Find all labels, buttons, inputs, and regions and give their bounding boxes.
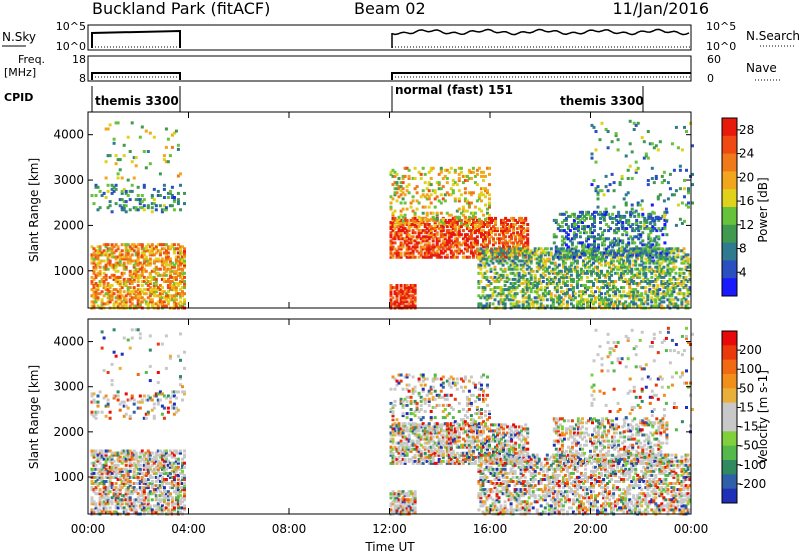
power-colorbar: 4 8 12 16 20 24 28 (721, 117, 754, 297)
nsky-label: N.Sky (2, 30, 36, 44)
colorbar-tick-label: 12 (739, 218, 754, 232)
colorbar-tick-label: -50 (739, 439, 759, 453)
colorbar-swatch (722, 474, 737, 490)
colorbar-tick-label: -15 (739, 420, 759, 434)
y-axis-ticks: 1000 2000 3000 4000 1000 2000 3000 4000 (53, 128, 691, 484)
velocity-data-cells (90, 326, 694, 516)
colorbar-swatch (722, 431, 737, 447)
colorbar-swatch (722, 207, 737, 226)
nave-label: Nave (746, 61, 777, 75)
power-data-cells (90, 119, 694, 310)
colorbar-tick-label: 24 (739, 147, 754, 161)
power-colorbar-label: Power [dB] (756, 177, 770, 242)
colorbar-swatch (722, 460, 737, 475)
freq-label-line1: Freq. (18, 53, 45, 66)
velocity-colorbar-label: Velocity [m s-1] (756, 370, 770, 464)
colorbar-swatch (722, 417, 737, 432)
colorbar-swatch (722, 345, 737, 361)
colorbar-swatch (722, 359, 737, 375)
x-tick-label: 00:00 (71, 522, 106, 536)
colorbar-tick-label: 200 (739, 343, 762, 357)
y-tick-label: 4000 (53, 128, 84, 142)
colorbar-frame (721, 117, 738, 297)
y-tick-label: 2000 (53, 425, 84, 439)
colorbar-swatch (722, 388, 737, 404)
nsky-tick-top: 10^5 (56, 20, 86, 33)
colorbar-tick-label: 100 (739, 362, 762, 376)
date-label: 11/Jan/2016 (612, 0, 709, 18)
plot-title: Buckland Park (fitACF) (92, 0, 270, 18)
x-tick-label: 08:00 (272, 522, 307, 536)
y-tick-label: 4000 (53, 335, 84, 349)
colorbar-swatch (722, 189, 737, 208)
colorbar-tick-label: 50 (739, 381, 754, 395)
colorbar-swatch (722, 445, 737, 461)
colorbar-swatch (722, 118, 737, 137)
velocity-colorbar: 200 100 50 15 -15 -50 -100 -200 (721, 330, 766, 504)
freq-trace-2 (391, 72, 691, 80)
nave-tick-top: 60 (707, 53, 721, 66)
colorbar-swatch (722, 224, 737, 244)
colorbar-swatch (722, 374, 737, 389)
freq-trace-1 (91, 72, 181, 80)
y-tick-label: 1000 (53, 264, 84, 278)
cpid-segment-2: normal (fast) 151 (395, 83, 513, 97)
colorbar-tick-label: 20 (739, 170, 754, 184)
nsky-panel-frame (87, 24, 692, 51)
nave-tick-bottom: 0 (707, 72, 714, 85)
nsky-trace-1 (91, 29, 181, 48)
colorbar-swatch (722, 135, 737, 155)
colorbar-tick-label: 28 (739, 123, 754, 137)
freq-panel-frame (87, 55, 692, 82)
velocity-ylabel: Slant Range [km] (27, 365, 41, 469)
y-tick-label: 3000 (53, 173, 84, 187)
nsearch-label: N.Search (746, 29, 800, 43)
colorbar-tick-label: 8 (739, 242, 747, 256)
nsky-trace-2 (391, 28, 690, 48)
colorbar-swatch (722, 171, 737, 190)
colorbar-tick-label: -200 (739, 477, 766, 491)
colorbar-swatch (722, 260, 737, 279)
velocity-panel: Slant Range [km] (27, 318, 694, 516)
freq-label-line2: [MHz] (4, 66, 36, 79)
colorbar-swatch (722, 153, 737, 172)
beam-label: Beam 02 (354, 0, 426, 18)
freq-tick-top: 18 (72, 53, 86, 66)
colorbar-tick-label: 15 (739, 400, 754, 414)
x-tick-label: 12:00 (372, 522, 407, 536)
nsearch-tick-top: 10^5 (706, 20, 736, 33)
x-axis-label: Time UT (364, 540, 415, 554)
colorbar-swatch (722, 488, 737, 504)
cpid-segment-3: themis 3300 (560, 94, 644, 108)
x-tick-label: 16:00 (473, 522, 508, 536)
colorbar-swatch (722, 402, 737, 418)
nsky-tick-bottom: 10^0 (56, 40, 86, 53)
x-tick-label: 20:00 (573, 522, 608, 536)
colorbar-tick-label: 4 (739, 265, 747, 279)
power-ylabel: Slant Range [km] (27, 158, 41, 262)
colorbar-tick-label: -100 (739, 458, 766, 472)
nsearch-tick-bottom: 10^0 (706, 40, 736, 53)
y-tick-label: 1000 (53, 470, 84, 484)
colorbar-frame (721, 330, 738, 504)
colorbar-swatch (722, 242, 737, 261)
y-tick-label: 2000 (53, 218, 84, 232)
power-panel: Slant Range [km] (27, 111, 694, 310)
cpid-segment-1: themis 3300 (95, 94, 179, 108)
colorbar-swatch (722, 331, 737, 346)
colorbar-tick-label: 16 (739, 194, 754, 208)
colorbar-swatch (722, 278, 737, 297)
y-tick-label: 3000 (53, 380, 84, 394)
x-axis-ticks: 00:00 04:00 08:00 12:00 16:00 20:00 00:00 (71, 112, 709, 536)
cpid-label: CPID (4, 91, 33, 104)
x-tick-label: 04:00 (171, 522, 206, 536)
freq-tick-bottom: 8 (79, 72, 86, 85)
x-tick-label: 00:00 (674, 522, 709, 536)
